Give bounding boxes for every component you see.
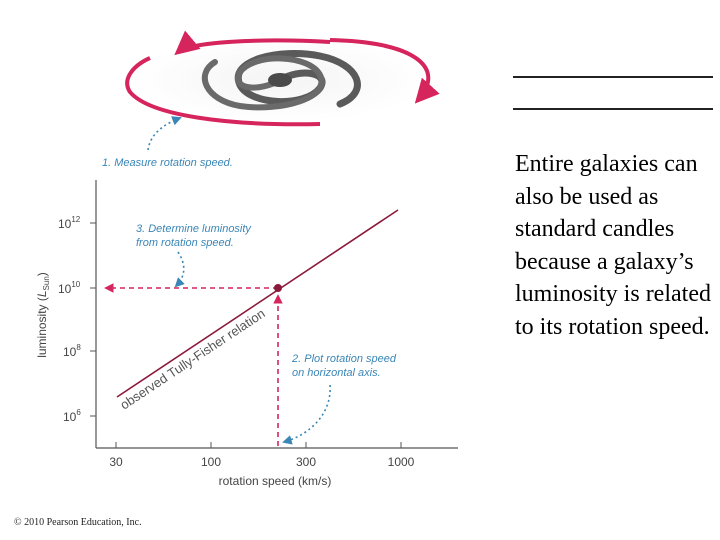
- tully-fisher-line: [116, 209, 399, 398]
- step2-label: on horizontal axis.: [292, 367, 381, 379]
- y-tick-label: 108: [63, 343, 81, 359]
- y-axis-label: luminosity (LSun): [35, 272, 51, 358]
- step1-label: 1. Measure rotation speed.: [102, 157, 233, 169]
- x-tick-label: 30: [109, 455, 123, 469]
- rotation-arrow-right: [329, 38, 440, 104]
- y-tick-label: 1012: [58, 215, 81, 231]
- step3-label: 3. Determine luminosity: [136, 223, 252, 235]
- step2-dotted-arrow: [282, 384, 331, 445]
- y-tick-label: 106: [63, 408, 81, 424]
- rotation-arrow-top: [174, 30, 331, 56]
- step3-dotted-arrow: [174, 251, 185, 288]
- tully-fisher-figure: 1. Measure rotation speed. 1012 1010 108…: [35, 30, 458, 488]
- x-axis-label: rotation speed (km/s): [219, 474, 332, 488]
- spiral-galaxy-icon: [130, 38, 430, 122]
- body-text: Entire galaxies can also be used as stan…: [515, 151, 711, 340]
- y-tick-label: 1010: [58, 280, 81, 296]
- copyright-notice: © 2010 Pearson Education, Inc.: [14, 517, 142, 528]
- x-tick-label: 300: [296, 455, 316, 469]
- x-tick-label: 1000: [388, 455, 415, 469]
- title-placeholder-line: [513, 76, 713, 78]
- x-ticks: [115, 442, 402, 448]
- x-tick-label: 100: [201, 455, 221, 469]
- step2-label: 2. Plot rotation speed: [291, 353, 397, 365]
- y-ticks: [90, 222, 96, 417]
- step1-dotted-arrow: [147, 116, 182, 151]
- step3-label: from rotation speed.: [136, 237, 234, 249]
- rotation-arrow-bottom: [125, 56, 321, 127]
- intersection-point: [274, 284, 282, 292]
- title-placeholder-line: [513, 108, 713, 110]
- relation-label: observed Tully-Fisher relation: [117, 306, 267, 413]
